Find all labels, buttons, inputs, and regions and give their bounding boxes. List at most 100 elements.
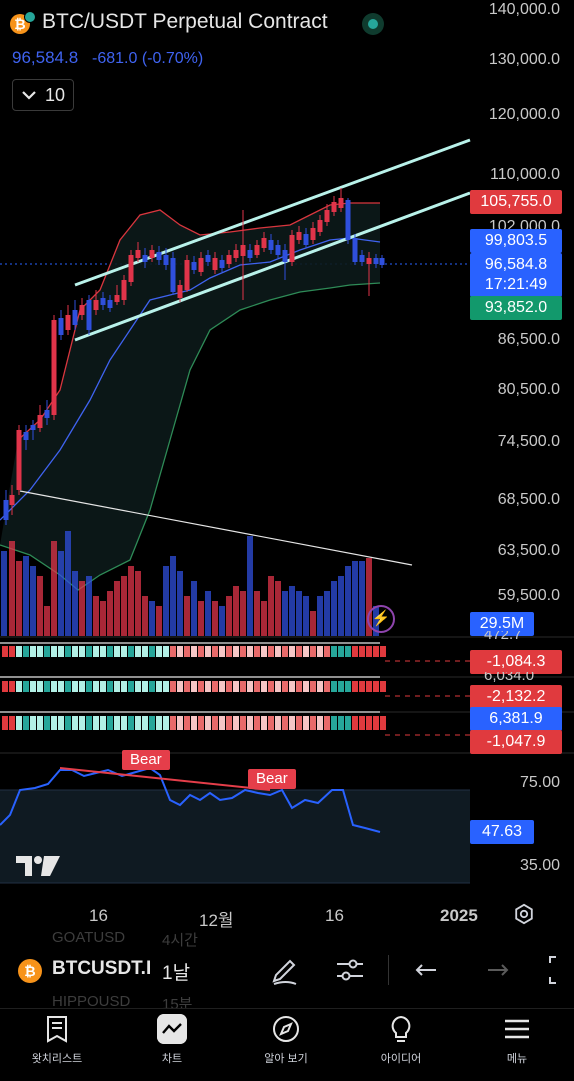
candle-body — [338, 198, 344, 208]
volume-bar — [135, 571, 141, 636]
candle-body — [366, 258, 372, 264]
watchlist-icon — [47, 1016, 67, 1043]
osc2-bar — [79, 681, 85, 692]
lightning-icon[interactable]: ⚡ — [367, 605, 395, 633]
nav-explore[interactable]: 알아 보기 — [241, 1014, 331, 1066]
osc3-bar — [282, 716, 288, 730]
osc3-bar — [58, 716, 64, 730]
candle-body — [254, 245, 260, 255]
osc1-bar — [156, 646, 162, 657]
candle-body — [205, 255, 211, 262]
osc2-bar — [2, 681, 8, 692]
osc2-bar — [324, 681, 330, 692]
interval-selector[interactable]: 1날 — [162, 963, 191, 984]
osc2-bar — [30, 681, 36, 692]
rsi-level-upper: 75.00 — [519, 774, 560, 791]
osc2-bar — [247, 681, 253, 692]
rsi-value-tag: 47.63 — [470, 820, 534, 844]
price-change: -681.0 (-0.70%) — [92, 50, 204, 67]
osc2-bar — [177, 681, 183, 692]
candle-body — [296, 232, 302, 240]
nav-chart[interactable]: 차트 — [127, 1014, 217, 1066]
osc1-bar — [198, 646, 204, 657]
osc1-top-label: 472.7 — [484, 631, 522, 643]
nav-ideas[interactable]: 아이디어 — [356, 1014, 446, 1066]
candle-body — [240, 245, 246, 256]
osc1-bar — [100, 646, 106, 657]
osc2-bar — [289, 681, 295, 692]
osc3-bar — [37, 716, 43, 730]
osc1-bar — [310, 646, 316, 657]
osc3-bar — [100, 716, 106, 730]
osc3-bar — [373, 716, 379, 730]
nav-watchlist[interactable]: 왓치리스트 — [12, 1014, 102, 1066]
osc1-bar — [324, 646, 330, 657]
bollinger-upper-line — [17, 202, 380, 441]
osc1-bar — [233, 646, 239, 657]
nav-menu[interactable]: 메뉴 — [472, 1014, 562, 1066]
osc3-bar — [352, 716, 358, 730]
symbol-selector[interactable]: BTCUSDT.I — [52, 958, 152, 979]
candle-body — [261, 238, 267, 248]
osc3-bar — [275, 716, 281, 730]
bear-divergence-label: Bear — [122, 750, 170, 770]
candle-body — [303, 234, 309, 245]
candle-body — [184, 260, 190, 290]
osc1-bar — [240, 646, 246, 657]
volume-bar — [338, 576, 344, 636]
osc3-top-tag: 6,381.9 — [470, 707, 562, 731]
osc2-bar — [212, 681, 218, 692]
chart-settings-icon[interactable] — [513, 903, 535, 925]
volume-bar — [30, 566, 36, 636]
osc2-bar — [373, 681, 379, 692]
candle-body — [275, 245, 281, 255]
volume-bar — [170, 556, 176, 636]
osc1-bar — [338, 646, 344, 657]
volume-bar — [86, 576, 92, 636]
volume-bar — [198, 601, 204, 636]
channel-upper-line — [74, 138, 471, 287]
bear-divergence-label: Bear — [248, 769, 296, 789]
volume-bar — [65, 531, 71, 636]
volume-bar — [296, 591, 302, 636]
drawing-tools-icon[interactable] — [268, 953, 302, 987]
osc3-bar — [65, 716, 71, 730]
osc2-bar — [44, 681, 50, 692]
price-axis-label: 59,500.0 — [497, 587, 560, 604]
osc1-bar — [170, 646, 176, 657]
osc3-bar — [44, 716, 50, 730]
osc1-bar — [37, 646, 43, 657]
osc1-bar — [289, 646, 295, 657]
osc3-bar — [268, 716, 274, 730]
fullscreen-icon[interactable] — [546, 953, 574, 987]
osc3-bar — [226, 716, 232, 730]
redo-icon[interactable] — [478, 953, 512, 987]
osc1-bar — [212, 646, 218, 657]
osc1-bar — [247, 646, 253, 657]
osc1-bar — [149, 646, 155, 657]
undo-icon[interactable] — [412, 953, 446, 987]
price-axis-label: 120,000.0 — [488, 106, 560, 123]
osc1-bar — [58, 646, 64, 657]
bottom-navigation — [0, 1008, 574, 1081]
exchange-badge-icon — [24, 11, 36, 23]
osc2-bar — [366, 681, 372, 692]
volume-bar — [289, 586, 295, 636]
indicators-collapse-button[interactable]: 10 — [12, 79, 74, 111]
osc3-bar — [72, 716, 78, 730]
osc1-bar — [268, 646, 274, 657]
price-chart[interactable] — [0, 0, 574, 900]
indicators-icon[interactable] — [333, 953, 367, 987]
osc1-bar — [345, 646, 351, 657]
volume-bar — [184, 596, 190, 636]
osc3-bar — [345, 716, 351, 730]
time-axis-label: 2025 — [440, 906, 478, 925]
candle-body — [324, 210, 330, 222]
nav-label: 왓치리스트 — [31, 1053, 83, 1065]
symbol-title[interactable]: BTC/USDT Perpetual Contract — [42, 10, 328, 33]
osc1-bar — [331, 646, 337, 657]
price-axis-label: 130,000.0 — [488, 51, 560, 68]
osc2-bar — [72, 681, 78, 692]
osc1-bar — [261, 646, 267, 657]
osc2-bar — [170, 681, 176, 692]
